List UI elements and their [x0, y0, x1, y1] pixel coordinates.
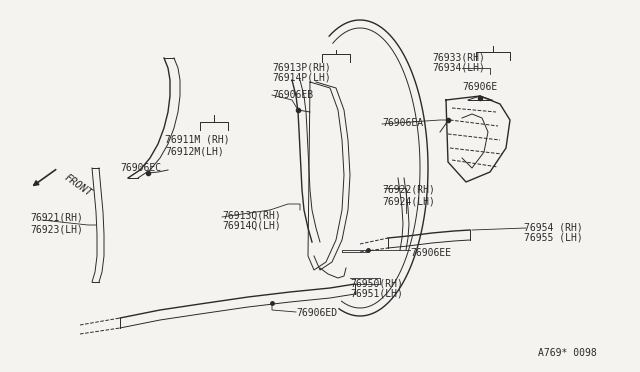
Text: 76906EE: 76906EE	[410, 248, 451, 258]
Text: 76955 (LH): 76955 (LH)	[524, 233, 583, 243]
Text: 76906EC: 76906EC	[120, 163, 161, 173]
Text: 76906ED: 76906ED	[296, 308, 337, 318]
Text: 76914Q(LH): 76914Q(LH)	[222, 221, 281, 231]
Text: 76934(LH): 76934(LH)	[432, 63, 485, 73]
Text: 76906E: 76906E	[462, 82, 497, 92]
Text: FRONT: FRONT	[62, 172, 93, 198]
Text: 76913P(RH): 76913P(RH)	[272, 62, 331, 72]
Text: 76921(RH): 76921(RH)	[30, 213, 83, 223]
Text: 76912M(LH): 76912M(LH)	[165, 146, 224, 156]
Text: 76950(RH): 76950(RH)	[350, 278, 403, 288]
Text: 76906EB: 76906EB	[272, 90, 313, 100]
Text: 76954 (RH): 76954 (RH)	[524, 222, 583, 232]
Text: 76914P(LH): 76914P(LH)	[272, 73, 331, 83]
Text: 76923(LH): 76923(LH)	[30, 224, 83, 234]
Text: 76913Q(RH): 76913Q(RH)	[222, 210, 281, 220]
Text: 76906EA: 76906EA	[382, 118, 423, 128]
Text: 76933(RH): 76933(RH)	[432, 52, 485, 62]
Text: 76924(LH): 76924(LH)	[382, 196, 435, 206]
Text: 76951(LH): 76951(LH)	[350, 289, 403, 299]
Text: 76911M (RH): 76911M (RH)	[165, 135, 230, 145]
Text: A769* 0098: A769* 0098	[538, 348, 596, 358]
Text: 76922(RH): 76922(RH)	[382, 185, 435, 195]
